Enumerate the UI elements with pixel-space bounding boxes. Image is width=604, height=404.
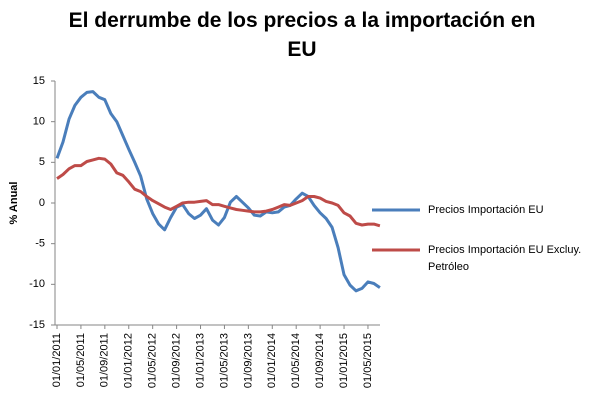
x-tick-label: 01/01/2011 [51,333,63,387]
x-tick-label: 01/05/2011 [75,333,87,387]
x-tick-label: 01/09/2014 [314,333,326,388]
y-tick-label: 5 [39,156,45,168]
y-tick-label: -5 [35,238,45,250]
x-tick-label: 01/01/2012 [123,333,135,388]
y-tick-label: 15 [33,75,45,87]
y-tick-label: -15 [29,319,45,331]
series-line [55,90,381,293]
x-tick-label: 01/01/2013 [194,333,206,388]
y-tick-label: 10 [33,116,45,128]
chart-title: El derrumbe de los precios a la importac… [68,9,536,61]
x-tick-label: 01/05/2012 [147,333,159,388]
x-tick-label: 01/05/2013 [218,333,230,388]
x-tick-label: 01/05/2015 [362,333,374,388]
y-tick-label: 0 [39,197,45,209]
legend-label: Precios Importación EU Excluy. Petróleo [428,244,582,273]
series-line [56,156,381,228]
y-axis-label: % Anual [8,182,20,225]
x-tick-label: 01/01/2014 [266,333,278,388]
x-tick-label: 01/05/2014 [290,333,302,388]
x-tick-label: 01/09/2012 [171,333,183,388]
x-tick-label: 01/01/2015 [338,333,350,388]
x-tick-label: 01/09/2013 [242,333,254,388]
y-tick-label: -10 [29,278,45,290]
legend-label: Precios Importación EU [428,204,544,216]
x-tick-label: 01/09/2011 [99,333,111,387]
